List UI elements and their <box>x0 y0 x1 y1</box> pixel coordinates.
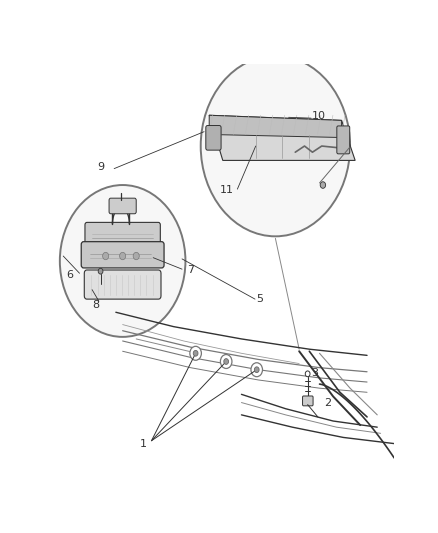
Circle shape <box>251 363 262 377</box>
Circle shape <box>60 185 185 337</box>
Circle shape <box>224 359 229 365</box>
Text: 10: 10 <box>312 111 326 122</box>
Text: 7: 7 <box>187 265 194 275</box>
Circle shape <box>320 182 325 188</box>
Circle shape <box>133 252 139 260</box>
Circle shape <box>193 350 198 356</box>
Polygon shape <box>209 115 342 138</box>
Circle shape <box>102 252 109 260</box>
FancyBboxPatch shape <box>109 198 136 214</box>
Polygon shape <box>209 115 355 160</box>
Circle shape <box>201 56 350 236</box>
FancyBboxPatch shape <box>337 126 350 154</box>
FancyBboxPatch shape <box>85 222 160 247</box>
FancyBboxPatch shape <box>303 396 313 406</box>
Text: 6: 6 <box>66 270 73 279</box>
Text: 9: 9 <box>97 163 104 172</box>
Circle shape <box>305 371 310 377</box>
Circle shape <box>190 346 201 360</box>
Text: 5: 5 <box>256 294 263 304</box>
Circle shape <box>120 252 126 260</box>
FancyBboxPatch shape <box>84 270 161 299</box>
Text: 1: 1 <box>140 439 147 449</box>
FancyBboxPatch shape <box>206 125 221 150</box>
Text: 8: 8 <box>92 300 99 310</box>
Circle shape <box>220 354 232 368</box>
Circle shape <box>254 367 259 373</box>
FancyBboxPatch shape <box>81 241 164 268</box>
Text: 3: 3 <box>311 368 318 377</box>
Text: 2: 2 <box>325 398 332 408</box>
Text: 11: 11 <box>219 185 233 196</box>
Circle shape <box>98 268 103 274</box>
